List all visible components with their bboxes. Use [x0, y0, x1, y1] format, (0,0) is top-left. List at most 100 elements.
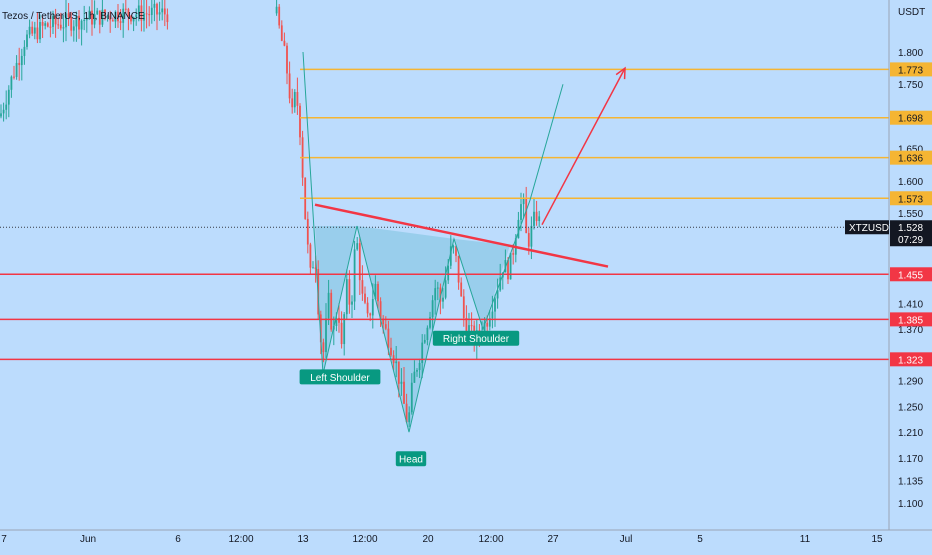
- right-shoulder-label: Right Shoulder: [443, 334, 510, 345]
- price-tick-label: 1.750: [898, 80, 923, 91]
- candle-body: [291, 98, 294, 108]
- candle-body: [488, 318, 491, 327]
- candle-body: [299, 105, 301, 138]
- price-tag-label: 1.573: [898, 194, 923, 205]
- candle-body: [439, 287, 442, 302]
- candle-body: [156, 3, 158, 15]
- head-label: Head: [399, 455, 423, 466]
- price-tag-label: 1.773: [898, 65, 923, 76]
- candle-body: [447, 265, 450, 281]
- candle-body: [465, 317, 468, 333]
- candle-body: [535, 211, 538, 222]
- candle-body: [431, 300, 434, 318]
- price-tick-label: 1.100: [898, 499, 923, 510]
- candle-body: [143, 13, 145, 21]
- bar-countdown: 07:29: [898, 235, 923, 246]
- candle-body: [452, 246, 455, 248]
- candle-body: [117, 11, 119, 22]
- price-tag-label: 1.698: [898, 114, 923, 125]
- head-label-bg: [395, 451, 427, 467]
- symbol-tag: [845, 220, 889, 235]
- candle-body: [470, 325, 473, 327]
- candle-body: [106, 15, 109, 17]
- candle-body: [327, 292, 330, 319]
- candle-body: [512, 253, 515, 255]
- candle-body: [507, 260, 509, 280]
- candle-body: [314, 267, 317, 269]
- candle-body: [379, 301, 382, 319]
- candle-body: [330, 292, 333, 330]
- candle-body: [530, 225, 533, 247]
- price-tag-label: 1.636: [898, 154, 923, 165]
- price-tag: [890, 352, 932, 367]
- candle-body: [153, 3, 156, 8]
- candle-body: [283, 40, 286, 46]
- candle-body: [335, 317, 338, 327]
- price-tag-label: 1.385: [898, 315, 923, 326]
- candle-body: [13, 76, 15, 78]
- target-arrow[interactable]: [541, 67, 626, 226]
- candle-body: [145, 13, 148, 15]
- candle-body: [135, 14, 138, 18]
- symbol-tag-label: XTZUSDT: [849, 223, 895, 234]
- candle-body: [44, 23, 47, 26]
- candle-body: [91, 10, 93, 25]
- right-shoulder-label-bg: [432, 330, 520, 346]
- candle-body: [468, 325, 470, 333]
- candle-body: [54, 15, 57, 25]
- candle-body: [338, 317, 340, 323]
- candle-body: [75, 15, 78, 27]
- candle-body: [39, 22, 41, 40]
- candle-body: [36, 27, 39, 40]
- price-tick-label: 1.650: [898, 145, 923, 156]
- candle-body: [5, 104, 8, 110]
- candle-body: [496, 290, 499, 299]
- price-tick-label: 1.170: [898, 454, 923, 465]
- candle-body: [400, 381, 403, 384]
- candle-body: [28, 26, 31, 35]
- candle-body: [62, 27, 65, 29]
- candle-body: [15, 62, 18, 77]
- candle-body: [483, 322, 486, 335]
- candle-body: [148, 14, 151, 16]
- neckline[interactable]: [314, 203, 609, 268]
- time-tick-label: 12:00: [478, 534, 503, 545]
- candle-body: [325, 318, 327, 353]
- candle-body: [127, 9, 130, 17]
- candle-body: [426, 327, 429, 340]
- candle-body: [462, 296, 465, 318]
- candle-body: [343, 314, 346, 345]
- candle-body: [429, 317, 431, 328]
- candle-body: [348, 279, 351, 305]
- candle-body: [140, 5, 143, 21]
- candle-body: [364, 293, 366, 303]
- candle-body: [33, 27, 36, 34]
- candle-body: [491, 311, 494, 319]
- chart-title: Tezos / TetherUS, 1h, BINANCE: [2, 11, 145, 22]
- price-axis-unit: USDT: [898, 7, 925, 18]
- candle-body: [520, 204, 522, 220]
- candle-body: [460, 282, 463, 297]
- current-price-tag: [890, 220, 932, 247]
- candle-body: [46, 23, 49, 27]
- candle-body: [384, 324, 387, 329]
- candle-body: [377, 283, 379, 302]
- candle-body: [533, 211, 535, 226]
- candle-body: [88, 10, 91, 20]
- candle-body: [150, 7, 153, 15]
- candle-body: [130, 16, 132, 22]
- candle-body: [361, 280, 364, 294]
- candle-body: [20, 55, 23, 66]
- candle-body: [444, 280, 447, 298]
- head-shoulders-outline[interactable]: [302, 51, 564, 433]
- price-tick-label: 1.290: [898, 377, 923, 388]
- candle-body: [59, 24, 62, 29]
- candle-body: [340, 322, 343, 345]
- candle-body: [395, 361, 398, 364]
- candle-body: [49, 26, 52, 28]
- price-tick-label: 1.370: [898, 325, 923, 336]
- target-arrow-head: [615, 66, 626, 80]
- time-tick-label: Jun: [80, 534, 96, 545]
- price-tag: [890, 110, 932, 125]
